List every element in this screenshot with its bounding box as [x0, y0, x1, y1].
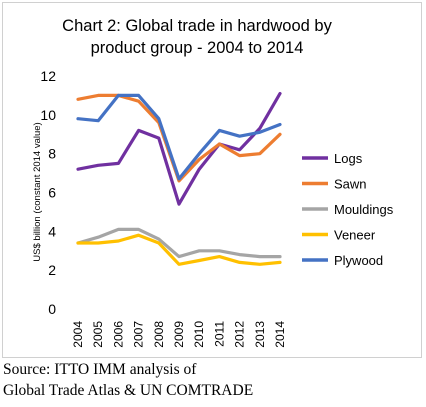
x-tick-label: 2011 [212, 321, 226, 347]
y-axis-label: US$ billion (constant 2014 value) [32, 122, 43, 261]
legend: Logs Sawn Mouldings Veneer Plywood [302, 151, 394, 268]
series-lines [76, 91, 282, 266]
y-tick-label: 2 [48, 262, 56, 278]
series-line-mouldings [76, 227, 282, 259]
chart-frame [2, 2, 422, 358]
x-axis-ticks: 2004 2005 2006 2007 2008 2009 2010 2011 2012 2013… [71, 321, 287, 348]
source-line2: Global Trade Atlas & UN COMTRADE [3, 382, 254, 399]
series-line-sawn [76, 93, 282, 183]
y-tick-label: 10 [40, 107, 56, 123]
x-tick-label: 2007 [132, 321, 146, 348]
y-tick-label: 6 [48, 185, 56, 201]
x-tick-label: 2010 [192, 321, 206, 348]
chart: Chart 2: Global trade in hardwood by pro… [32, 17, 394, 348]
chart-title-line1: Chart 2: Global trade in hardwood by [62, 17, 332, 35]
series-line-veneer [76, 233, 282, 266]
chart-title-line2: product group - 2004 to 2014 [91, 39, 304, 57]
legend-label-logs: Logs [334, 151, 363, 166]
x-tick-label: 2004 [71, 321, 85, 348]
legend-label-sawn: Sawn [334, 177, 367, 192]
x-tick-label: 2005 [91, 321, 105, 348]
x-tick-label: 2009 [172, 321, 186, 348]
x-tick-label: 2008 [152, 321, 166, 348]
x-tick-label: 2013 [253, 321, 267, 348]
y-axis-ticks: 0 2 4 6 8 10 12 [40, 68, 56, 317]
y-tick-label: 4 [48, 223, 56, 239]
legend-label-veneer: Veneer [334, 228, 376, 243]
series-line-logs [76, 91, 282, 206]
y-tick-label: 0 [48, 301, 56, 317]
x-tick-label: 2012 [233, 321, 247, 348]
x-tick-label: 2014 [273, 321, 287, 348]
x-tick-label: 2006 [111, 321, 125, 348]
y-tick-label: 12 [40, 68, 56, 84]
source-line1: Source: ITTO IMM analysis of [3, 361, 197, 378]
series-line-plywood [76, 93, 282, 181]
legend-label-mouldings: Mouldings [334, 202, 394, 217]
y-tick-label: 8 [48, 146, 56, 162]
legend-label-plywood: Plywood [334, 253, 383, 268]
